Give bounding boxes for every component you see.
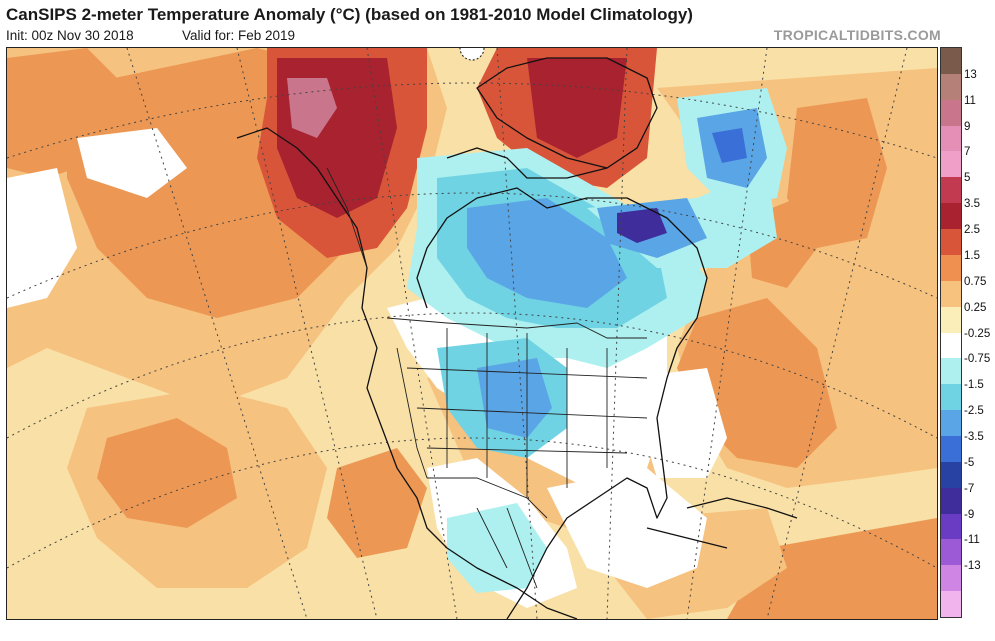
brand-watermark: TROPICALTIDBITS.COM <box>773 27 941 43</box>
legend-swatch <box>941 358 961 385</box>
anomaly-cold-plains-strong <box>477 358 552 438</box>
legend-swatch <box>941 410 961 437</box>
latlon-grid <box>7 48 937 619</box>
anomaly-warm-greenland-peak <box>527 58 627 158</box>
legend-label: -7 <box>964 482 975 495</box>
anomaly-cold-labrador-peak <box>617 208 667 243</box>
legend-swatch <box>941 203 961 230</box>
legend-label: -9 <box>964 508 975 521</box>
anomaly-cold-davis-peak <box>712 128 747 163</box>
legend-label: -0.75 <box>964 353 991 366</box>
legend-swatch <box>941 125 961 152</box>
color-legend: 13 11 9 7 5 3.5 2.5 1.5 0.75 0.25 -0.25 -0.75 -1.5 -2… <box>940 47 995 618</box>
legend-label: 3.5 <box>964 198 980 211</box>
legend-swatch <box>941 435 961 463</box>
legend-label: -11 <box>964 534 980 547</box>
legend-label: 1.5 <box>964 249 980 262</box>
legend-label: -5 <box>964 456 975 469</box>
legend-swatch <box>941 487 961 515</box>
legend-swatch <box>941 332 961 359</box>
valid-time: Valid for: Feb 2019 <box>182 28 296 43</box>
anomaly-neutral-east <box>627 368 727 478</box>
legend-swatch <box>941 48 961 75</box>
anomaly-warm-south-america <box>727 518 937 619</box>
anomaly-map <box>7 48 937 619</box>
legend-swatch <box>941 513 961 540</box>
legend-swatch <box>941 151 961 178</box>
anomaly-neutral-nw <box>77 128 187 198</box>
anomaly-cold-canada-strong <box>467 198 627 308</box>
legend-swatch <box>941 177 961 204</box>
legend-label: -13 <box>964 560 981 573</box>
legend-label: -2.5 <box>964 405 984 418</box>
anomaly-warm-atlantic-ne <box>787 98 887 248</box>
anomaly-warm-pacific-south-strong <box>97 418 237 528</box>
legend-swatch <box>941 280 961 308</box>
legend-label: 0.75 <box>964 275 987 288</box>
legend-swatch <box>941 461 961 489</box>
init-time: Init: 00z Nov 30 2018 <box>6 28 134 43</box>
anomaly-neutral-pacific-west <box>7 168 77 308</box>
legend-label: 0.25 <box>964 301 987 314</box>
legend-label: 7 <box>964 146 971 159</box>
chart-title: CanSIPS 2-meter Temperature Anomaly (°C)… <box>6 5 693 24</box>
map-panel <box>6 47 938 620</box>
legend-label: -0.25 <box>964 327 991 340</box>
legend-label: 13 <box>964 68 977 81</box>
political-borders <box>326 167 648 589</box>
legend-label: -1.5 <box>964 379 984 392</box>
legend-label: 2.5 <box>964 224 980 237</box>
legend-swatch <box>941 565 961 592</box>
legend-swatch <box>941 99 961 127</box>
legend-swatch <box>941 591 961 618</box>
legend-swatch <box>941 539 961 566</box>
legend-swatch <box>941 73 961 101</box>
legend-swatch <box>941 306 961 333</box>
legend-label: 11 <box>964 94 976 107</box>
legend-label: 9 <box>964 120 971 133</box>
legend-label: -3.5 <box>964 430 984 443</box>
legend-swatch <box>941 384 961 411</box>
legend-label: 5 <box>964 172 971 185</box>
legend-colorbar <box>940 47 962 618</box>
chart-subtitle: Init: 00z Nov 30 2018 Valid for: Feb 201… <box>6 28 295 43</box>
legend-swatch <box>941 254 961 282</box>
coastlines <box>236 57 798 619</box>
legend-swatch <box>941 229 961 256</box>
north-pole-marker <box>459 48 485 61</box>
